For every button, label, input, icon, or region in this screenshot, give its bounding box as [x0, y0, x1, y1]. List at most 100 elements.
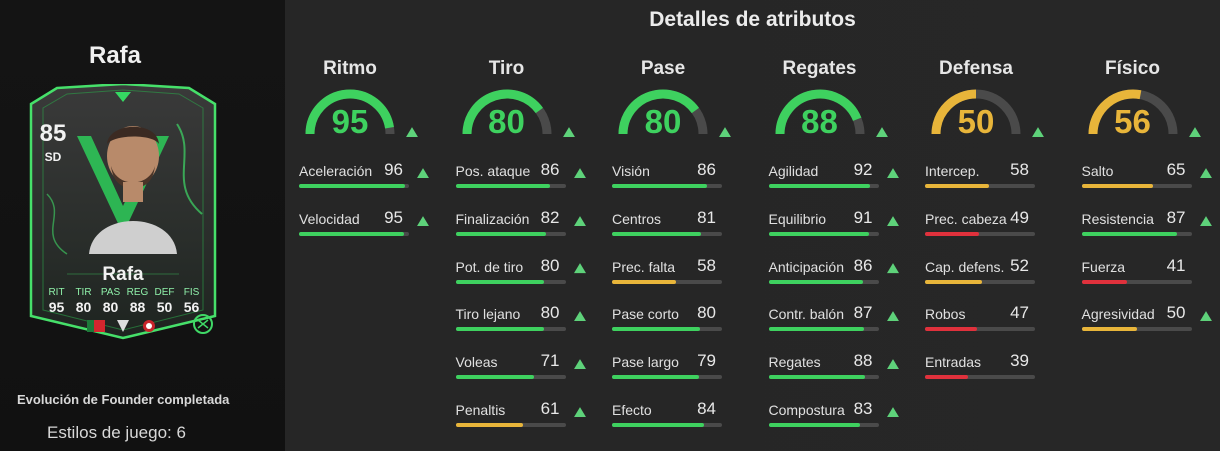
attribute-bar [455, 279, 566, 284]
up-arrow-icon [719, 126, 731, 137]
attribute-anticipacion[interactable]: Anticipación 86 [768, 256, 899, 288]
category-upgrade-indicator [719, 124, 731, 142]
attribute-pos-ataque[interactable]: Pos. ataque 86 [455, 160, 586, 192]
attribute-vision[interactable]: Visión 86 [612, 160, 742, 192]
attribute-agresividad[interactable]: Agresividad 50 [1081, 303, 1212, 335]
attribute-bar [455, 184, 566, 188]
attribute-upgrade-indicator [573, 165, 586, 183]
attribute-regates[interactable]: Regates 88 [768, 351, 899, 383]
attribute-bar-fill [299, 231, 404, 236]
attribute-bar [768, 231, 879, 236]
attribute-value: 80 [697, 303, 716, 323]
up-arrow-icon [886, 406, 899, 417]
attribute-bar-fill [1081, 279, 1127, 284]
attribute-name: Resistencia [1081, 210, 1154, 227]
category-value: 80 [644, 103, 682, 140]
attribute-value: 87 [1166, 207, 1186, 227]
attribute-name: Prec. falta [612, 258, 676, 275]
attribute-pase-corto[interactable]: Pase corto 80 [612, 303, 742, 335]
attribute-value: 39 [1010, 351, 1029, 371]
attribute-name: Aceleración [299, 163, 373, 179]
attribute-equilibrio[interactable]: Equilibrio 91 [768, 207, 899, 240]
attribute-salto[interactable]: Salto 65 [1081, 160, 1212, 192]
attribute-upgrade-indicator [1199, 165, 1212, 183]
attribute-centros[interactable]: Centros 81 [612, 208, 742, 240]
attribute-value: 86 [540, 160, 560, 179]
up-arrow-icon [573, 311, 586, 322]
category-ritmo: Ritmo 95 Aceleración 96 Velocidad 95 [285, 0, 430, 451]
attribute-value: 41 [1166, 255, 1186, 275]
player-portrait [89, 126, 177, 254]
attribute-bar [612, 423, 722, 427]
attribute-bar-fill [1081, 231, 1178, 236]
attribute-upgrade-indicator [886, 404, 899, 422]
category-gauge [775, 89, 864, 135]
card-stat-label: REG [126, 287, 149, 298]
attribute-velocidad[interactable]: Velocidad 95 [299, 208, 429, 240]
attribute-name: Anticipación [768, 258, 845, 275]
attribute-value: 88 [853, 351, 873, 371]
attribute-prec-cabeza[interactable]: Prec. cabeza 49 [925, 208, 1055, 240]
player-panel: Rafa [0, 0, 285, 451]
attribute-value: 91 [853, 207, 873, 227]
attribute-name: Intercep. [925, 163, 980, 179]
attribute-agilidad[interactable]: Agilidad 92 [768, 160, 899, 192]
category-gauge [305, 89, 395, 135]
attribute-bar-fill [455, 423, 523, 427]
player-card[interactable]: 85 SD Rafa RIT TIR PAS REG DEF FIS 95 80… [27, 84, 219, 340]
attribute-value: 84 [697, 399, 716, 418]
attribute-upgrade-indicator [573, 261, 586, 279]
category-name: Físico [1105, 58, 1160, 79]
attribute-tiro-lejano[interactable]: Tiro lejano 80 [455, 303, 586, 335]
attribute-compostura[interactable]: Compostura 83 [768, 399, 899, 431]
attribute-aceleracion[interactable]: Aceleración 96 [299, 160, 429, 192]
evolution-status: Evolución de Founder completada [17, 392, 230, 407]
attribute-name: Pos. ataque [455, 163, 531, 179]
attribute-value: 82 [540, 207, 560, 227]
attribute-value: 47 [1010, 303, 1029, 323]
attribute-penaltis[interactable]: Penaltis 61 [455, 399, 586, 431]
attribute-bar-fill [768, 184, 870, 188]
attribute-finalizacion[interactable]: Finalización 82 [455, 207, 586, 240]
attribute-contr-balon[interactable]: Contr. balón 87 [768, 303, 899, 335]
category-upgrade-indicator [1188, 124, 1201, 142]
attribute-bar [1081, 184, 1192, 188]
attribute-bar-fill [612, 279, 676, 284]
up-arrow-icon [573, 167, 586, 178]
attribute-voleas[interactable]: Voleas 71 [455, 351, 586, 383]
category-upgrade-indicator [1032, 124, 1044, 142]
attribute-bar-fill [612, 231, 702, 236]
league-logo-icon [117, 320, 129, 332]
attribute-prec-falta[interactable]: Prec. falta 58 [612, 256, 742, 288]
attribute-cap-defens[interactable]: Cap. defens. 52 [925, 256, 1055, 288]
category-tiro: Tiro 80 Pos. ataque 86 Finalización 82 Pot. de… [442, 0, 587, 451]
attribute-bar-fill [1081, 184, 1153, 188]
category-gauge [1088, 89, 1177, 135]
attribute-fuerza[interactable]: Fuerza 41 [1081, 255, 1212, 288]
attribute-bar-fill [1081, 327, 1137, 332]
attribute-pase-largo[interactable]: Pase largo 79 [612, 351, 742, 383]
attribute-efecto[interactable]: Efecto 84 [612, 399, 742, 431]
attribute-upgrade-indicator [1199, 308, 1212, 326]
attribute-value: 61 [540, 399, 560, 418]
attribute-bar-fill [925, 231, 979, 236]
attribute-bar-fill [455, 279, 544, 284]
attribute-bar [768, 184, 879, 188]
attribute-entradas[interactable]: Entradas 39 [925, 351, 1055, 383]
attribute-pot-de-tiro[interactable]: Pot. de tiro 80 [455, 256, 586, 288]
attribute-robos[interactable]: Robos 47 [925, 303, 1055, 335]
attribute-name: Prec. cabeza [925, 210, 1007, 227]
attribute-name: Equilibrio [768, 210, 827, 227]
category-value: 56 [1114, 103, 1151, 140]
attribute-bar [768, 375, 879, 380]
attribute-name: Contr. balón [768, 306, 845, 323]
attribute-name: Pot. de tiro [455, 258, 524, 275]
up-arrow-icon [886, 263, 899, 274]
gauge-fill [1088, 89, 1141, 135]
attribute-intercep[interactable]: Intercep. 58 [925, 160, 1055, 192]
up-arrow-icon [1199, 215, 1212, 226]
attribute-resistencia[interactable]: Resistencia 87 [1081, 207, 1212, 240]
category-name: Ritmo [323, 58, 377, 79]
attribute-name: Agresividad [1081, 306, 1155, 323]
card-stat-value: 80 [102, 299, 119, 315]
